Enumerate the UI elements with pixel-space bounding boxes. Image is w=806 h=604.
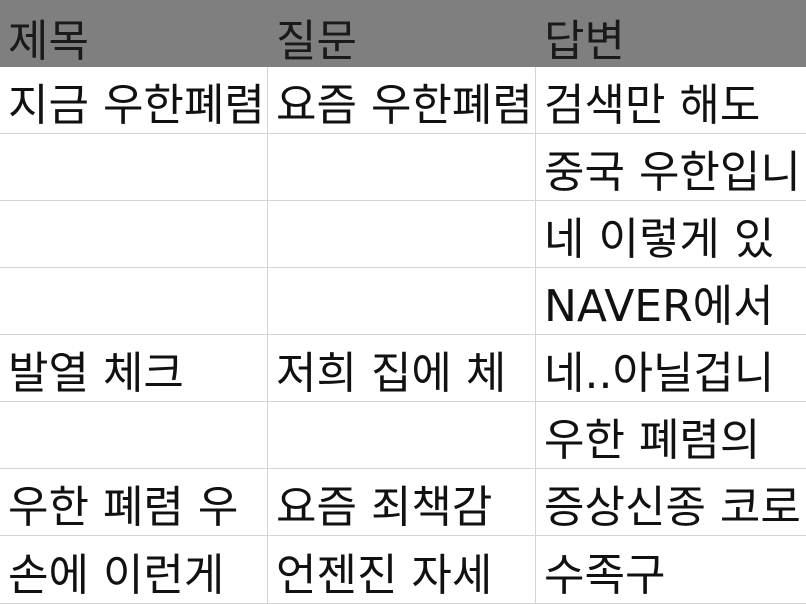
- table-row: NAVER에서: [0, 268, 806, 335]
- title-cell[interactable]: 발열 체크: [0, 335, 268, 402]
- title-cell[interactable]: 손에 이런게: [0, 536, 268, 604]
- title-cell[interactable]: [0, 402, 268, 469]
- column-header-title[interactable]: 제목: [8, 15, 89, 67]
- answer-cell[interactable]: 네 이렇게 있: [536, 201, 806, 268]
- column-header-question[interactable]: 질문: [276, 15, 357, 67]
- answer-cell[interactable]: NAVER에서: [536, 268, 806, 335]
- answer-cell[interactable]: 우한 폐렴의: [536, 402, 806, 469]
- title-cell[interactable]: [0, 201, 268, 268]
- table-row: 네 이렇게 있: [0, 201, 806, 268]
- question-cell[interactable]: [268, 134, 536, 201]
- title-cell[interactable]: 우한 폐렴 우: [0, 469, 268, 536]
- question-cell[interactable]: 요즘 죄책감: [268, 469, 536, 536]
- title-cell[interactable]: 지금 우한폐렴: [0, 67, 268, 134]
- table-row: 발열 체크 저희 집에 체 네..아닐겁니: [0, 335, 806, 402]
- question-cell[interactable]: 저희 집에 체: [268, 335, 536, 402]
- column-header-answer[interactable]: 답변: [544, 15, 625, 67]
- table-row: 손에 이런게 언젠진 자세 수족구: [0, 536, 806, 604]
- question-cell[interactable]: [268, 201, 536, 268]
- table-row: 우한 폐렴 우 요즘 죄책감 증상신종 코로: [0, 469, 806, 536]
- answer-cell[interactable]: 증상신종 코로: [536, 469, 806, 536]
- answer-cell[interactable]: 네..아닐겁니: [536, 335, 806, 402]
- table-row: 우한 폐렴의: [0, 402, 806, 469]
- question-cell[interactable]: 요즘 우한폐렴: [268, 67, 536, 134]
- header-row: 제목 질문 답변: [0, 0, 806, 67]
- table-row: 중국 우한입니: [0, 134, 806, 201]
- table-row: 지금 우한폐렴 요즘 우한폐렴 검색만 해도: [0, 67, 806, 134]
- title-cell[interactable]: [0, 134, 268, 201]
- answer-cell[interactable]: 중국 우한입니: [536, 134, 806, 201]
- question-cell[interactable]: [268, 402, 536, 469]
- title-cell[interactable]: [0, 268, 268, 335]
- answer-cell[interactable]: 수족구: [536, 536, 806, 604]
- question-cell[interactable]: 언젠진 자세: [268, 536, 536, 604]
- question-cell[interactable]: [268, 268, 536, 335]
- answer-cell[interactable]: 검색만 해도: [536, 67, 806, 134]
